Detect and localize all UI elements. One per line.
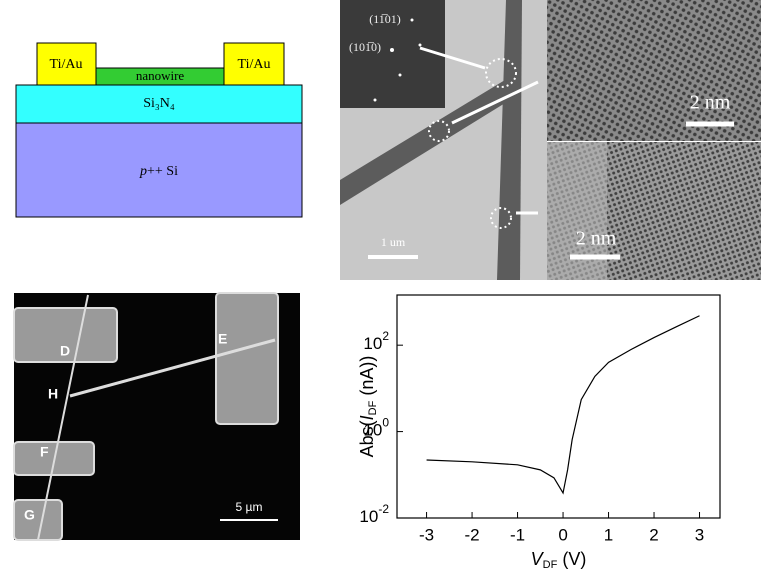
label: p++ Si — [139, 164, 178, 179]
diffraction-label: (11̅01) — [369, 12, 401, 26]
label-part: DF — [367, 400, 379, 415]
label-part: I — [357, 415, 377, 420]
label: nanowire — [136, 68, 185, 83]
contact — [223, 42, 285, 86]
tick-base: 10 — [363, 335, 382, 354]
schematic: Ti/Au Ti/Au nanowire Si₃N₄ p++ Si — [15, 42, 303, 218]
hrtem-image — [547, 0, 761, 141]
tick-exponent: -2 — [378, 502, 389, 516]
x-tick-label: 2 — [649, 525, 658, 544]
arrows — [419, 46, 539, 229]
sem-labels: D E H F G — [24, 331, 227, 523]
label-part: Abs( — [357, 420, 377, 457]
label-part: DF — [543, 559, 558, 571]
scale-label: 2 nm — [690, 92, 731, 114]
tick-exponent: 0 — [382, 416, 389, 430]
plot-frame — [396, 294, 721, 519]
nanowire-image — [37, 294, 89, 541]
label: H — [48, 386, 58, 402]
x-tick-label: 0 — [558, 525, 567, 544]
scale-label: 1 um — [381, 235, 406, 249]
label: D — [60, 343, 70, 359]
tick-base: 10 — [359, 507, 378, 526]
x-tick-label: -1 — [510, 525, 525, 544]
label-part: V — [531, 549, 545, 569]
x-tick-label: -3 — [419, 525, 434, 544]
label: G — [24, 507, 35, 523]
label-part: p — [139, 164, 147, 179]
y-tick-label: 102 — [363, 329, 389, 353]
diffraction-label: (101̅0) — [349, 40, 381, 54]
substrate-layer — [15, 122, 303, 218]
nanowire-image — [497, 0, 522, 280]
sem-panel: D E H F G 5 µm — [13, 292, 300, 541]
scale-label: 5 µm — [236, 500, 263, 514]
electrodes — [13, 292, 279, 541]
label: Ti/Au — [238, 57, 271, 72]
y-axis-label: Abs(IDF (nA)) — [357, 356, 379, 458]
x-tick-label: 1 — [604, 525, 613, 544]
data-line — [426, 315, 700, 495]
insulator-layer — [15, 84, 303, 124]
label: E — [218, 331, 227, 347]
nanowire-image — [69, 338, 276, 398]
scale-label: 2 nm — [576, 228, 617, 250]
contact — [36, 42, 97, 86]
label: F — [40, 444, 49, 460]
y-tick-label: 100 — [363, 416, 389, 440]
label-part: (nA)) — [357, 356, 377, 401]
y-tick-label: 10-2 — [359, 502, 389, 526]
nanowire-image — [340, 80, 510, 205]
label-part: ++ Si — [147, 164, 178, 179]
x-axis-label: VDF (V) — [531, 549, 587, 571]
diffraction-spots — [373, 18, 422, 102]
x-tick-label: 3 — [695, 525, 704, 544]
diffraction-inset — [340, 0, 445, 108]
label: Si₃N₄ — [143, 96, 175, 111]
tick-base: 10 — [363, 421, 382, 440]
x-tick-label: -2 — [465, 525, 480, 544]
tick-exponent: 2 — [382, 329, 389, 343]
label: Ti/Au — [50, 57, 83, 72]
label-part: (V) — [557, 549, 586, 569]
tem-panel: (11̅01) (101̅0) 1 um 2 nm 2 nm — [340, 0, 761, 280]
